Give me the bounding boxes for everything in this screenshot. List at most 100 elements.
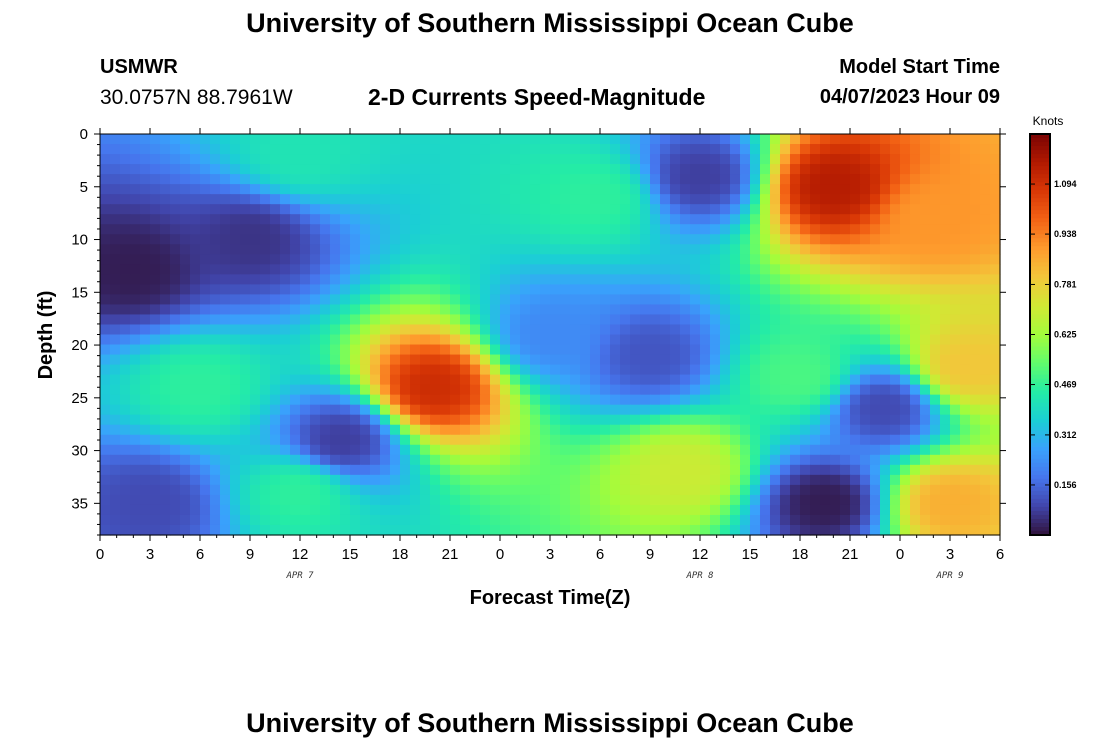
- heatmap-cell: [350, 274, 361, 285]
- colorbar-swatch: [1030, 350, 1050, 356]
- heatmap-cell: [960, 504, 971, 516]
- heatmap-cell: [940, 234, 951, 245]
- heatmap-cell: [420, 224, 431, 235]
- heatmap-cell: [600, 334, 611, 346]
- heatmap-cell: [290, 334, 301, 346]
- heatmap-cell: [190, 394, 201, 406]
- heatmap-cell: [860, 364, 871, 376]
- heatmap-cell: [940, 344, 951, 356]
- colorbar-swatch: [1030, 450, 1050, 456]
- heatmap-cell: [460, 464, 471, 476]
- heatmap-cell: [940, 164, 951, 175]
- heatmap-cell: [130, 224, 141, 235]
- heatmap-cell: [530, 194, 541, 205]
- heatmap-cell: [600, 324, 611, 336]
- heatmap-cell: [830, 164, 841, 175]
- heatmap-cell: [180, 404, 191, 416]
- heatmap-cell: [940, 444, 951, 456]
- colorbar-swatch: [1030, 514, 1050, 520]
- heatmap-cell: [940, 334, 951, 346]
- heatmap-cell: [600, 314, 611, 326]
- heatmap-cell: [270, 294, 281, 306]
- heatmap-cell: [170, 234, 181, 245]
- heatmap-cell: [100, 314, 111, 326]
- heatmap-cell: [660, 374, 671, 386]
- heatmap-cell: [840, 324, 851, 336]
- heatmap-cell: [770, 324, 781, 336]
- heatmap-cell: [730, 324, 741, 336]
- heatmap-cell: [560, 194, 571, 205]
- heatmap-cell: [700, 354, 711, 366]
- heatmap-cell: [690, 164, 701, 175]
- heatmap-cell: [720, 344, 731, 356]
- heatmap-cell: [330, 504, 341, 516]
- heatmap-cell: [760, 354, 771, 366]
- colorbar-swatch: [1030, 490, 1050, 496]
- heatmap-cell: [190, 254, 201, 265]
- heatmap-cell: [100, 244, 111, 255]
- heatmap-cell: [660, 504, 671, 516]
- heatmap-cell: [690, 354, 701, 366]
- heatmap-cell: [110, 274, 121, 285]
- heatmap-cell: [670, 154, 681, 165]
- heatmap-cell: [580, 394, 591, 406]
- heatmap-cell: [560, 374, 571, 386]
- heatmap-cell: [670, 194, 681, 205]
- heatmap-cell: [290, 144, 301, 155]
- heatmap-cell: [960, 174, 971, 185]
- heatmap-cell: [980, 144, 991, 155]
- heatmap-cell: [980, 314, 991, 326]
- heatmap-cell: [730, 134, 741, 145]
- heatmap-cell: [710, 174, 721, 185]
- heatmap-cell: [880, 134, 891, 145]
- heatmap-cell: [920, 414, 931, 426]
- heatmap-cell: [560, 364, 571, 376]
- heatmap-cell: [610, 354, 621, 366]
- heatmap-cell: [190, 364, 201, 376]
- heatmap-cell: [740, 504, 751, 516]
- heatmap-cell: [990, 284, 1001, 296]
- heatmap-cell: [330, 254, 341, 265]
- heatmap-cell: [500, 294, 511, 306]
- heatmap-cell: [800, 514, 811, 526]
- colorbar-swatch: [1030, 302, 1050, 308]
- heatmap-cell: [150, 424, 161, 436]
- heatmap-cell: [590, 514, 601, 526]
- heatmap-cell: [970, 194, 981, 205]
- heatmap-cell: [520, 374, 531, 386]
- heatmap-cell: [350, 464, 361, 476]
- heatmap-cell: [350, 284, 361, 296]
- heatmap-cell: [210, 184, 221, 195]
- heatmap-cell: [920, 524, 931, 536]
- heatmap-cell: [690, 424, 701, 436]
- heatmap-cell: [660, 324, 671, 336]
- heatmap-cell: [250, 434, 261, 446]
- heatmap-cell: [110, 254, 121, 265]
- heatmap-cell: [110, 324, 121, 336]
- heatmap-cell: [770, 304, 781, 316]
- heatmap-cell: [730, 334, 741, 346]
- heatmap-cell: [260, 224, 271, 235]
- heatmap-cell: [650, 234, 661, 245]
- heatmap-cell: [460, 234, 471, 245]
- heatmap-cell: [480, 374, 491, 386]
- heatmap-cell: [780, 314, 791, 326]
- heatmap-cell: [190, 404, 201, 416]
- heatmap-cell: [920, 214, 931, 225]
- heatmap-cell: [250, 474, 261, 486]
- colorbar-swatch: [1030, 406, 1050, 412]
- heatmap-cell: [860, 294, 871, 306]
- heatmap-cell: [510, 374, 521, 386]
- heatmap-cell: [520, 354, 531, 366]
- heatmap-cell: [570, 404, 581, 416]
- heatmap-cell: [520, 344, 531, 356]
- heatmap-cell: [390, 284, 401, 296]
- heatmap-cell: [700, 164, 711, 175]
- heatmap-cell: [360, 524, 371, 536]
- heatmap-cell: [100, 264, 111, 275]
- heatmap-cell: [170, 494, 181, 506]
- heatmap-cell: [660, 234, 671, 245]
- heatmap-cell: [820, 274, 831, 285]
- heatmap-cell: [730, 224, 741, 235]
- heatmap-cell: [510, 354, 521, 366]
